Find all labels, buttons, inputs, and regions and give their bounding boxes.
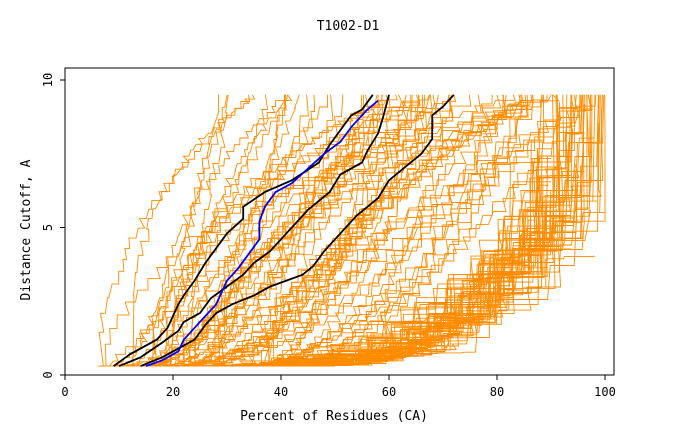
x-tick-label: 100 (594, 385, 616, 399)
series-line-orange-mid (172, 94, 405, 367)
series-line-orange-high (168, 94, 398, 367)
chart-title: T1002-D1 (317, 19, 380, 34)
series-line-orange-mid (152, 94, 426, 367)
series-line-orange-high (188, 94, 293, 367)
series-line-orange-low (235, 175, 571, 367)
series-line-orange-high (125, 94, 286, 367)
series-line-orange-mid (163, 94, 516, 367)
plot-frame (64, 67, 615, 376)
series-line-orange-mid (278, 94, 413, 367)
series-line-orange-mid (264, 94, 438, 367)
series-line-orange-mid (162, 94, 548, 367)
series-line-black-1 (113, 94, 374, 367)
series-line-orange-high (131, 94, 256, 367)
series-line-orange-low (256, 133, 580, 367)
series-line-orange-mid (219, 94, 597, 367)
x-tick-label: 80 (490, 385, 504, 399)
series-line-orange-high (176, 94, 363, 367)
series-line-orange-high (187, 94, 300, 367)
series-line-orange-mid (172, 94, 365, 367)
series-line-orange-mid (145, 94, 504, 367)
y-tick-label: 10 (41, 73, 55, 87)
series-line-orange-mid (171, 94, 577, 367)
series-line-orange-high (115, 94, 424, 367)
series-line-orange-high (151, 94, 421, 367)
series-line-orange-mid (210, 94, 502, 367)
series-line-orange-low (171, 104, 585, 367)
series-line-blue (145, 99, 379, 367)
series-line-orange-mid (133, 94, 472, 367)
series-line-orange-mid (274, 94, 525, 367)
y-tick-label: 5 (41, 224, 55, 231)
series-line-orange-mid (189, 94, 552, 367)
series-line-orange-mid (249, 94, 522, 367)
x-tick-label: 0 (61, 385, 68, 399)
y-axis-ticks: 0 5 10 (41, 73, 65, 379)
series-line-orange-mid (193, 94, 523, 367)
series-line-orange-mid (169, 94, 389, 367)
x-tick-label: 20 (166, 385, 180, 399)
series-line-orange-mid (196, 94, 407, 367)
series-line-orange-low (155, 94, 577, 367)
series-line-orange-mid (217, 94, 593, 367)
series-line-black-2 (118, 94, 390, 367)
series-line-orange-high (191, 94, 286, 367)
series-line-orange-high (128, 94, 384, 367)
y-axis-label: Distance Cutoff, A (19, 159, 34, 300)
series-line-black-3 (140, 94, 455, 367)
x-axis-label: Percent of Residues (CA) (240, 409, 428, 424)
series-line-orange-mid (180, 94, 457, 367)
series-line-orange-high (98, 94, 251, 367)
series-line-orange-low (181, 94, 605, 367)
series-line-orange-mid (269, 94, 592, 367)
x-tick-label: 40 (274, 385, 288, 399)
series-line-orange-high (191, 94, 316, 367)
plot-lines (98, 94, 606, 367)
x-tick-label: 60 (382, 385, 396, 399)
y-tick-label: 0 (41, 371, 55, 378)
series-line-orange-mid (267, 94, 383, 367)
x-axis-ticks: 0 20 40 60 80 100 (61, 375, 616, 399)
series-line-orange-mid (172, 94, 575, 367)
